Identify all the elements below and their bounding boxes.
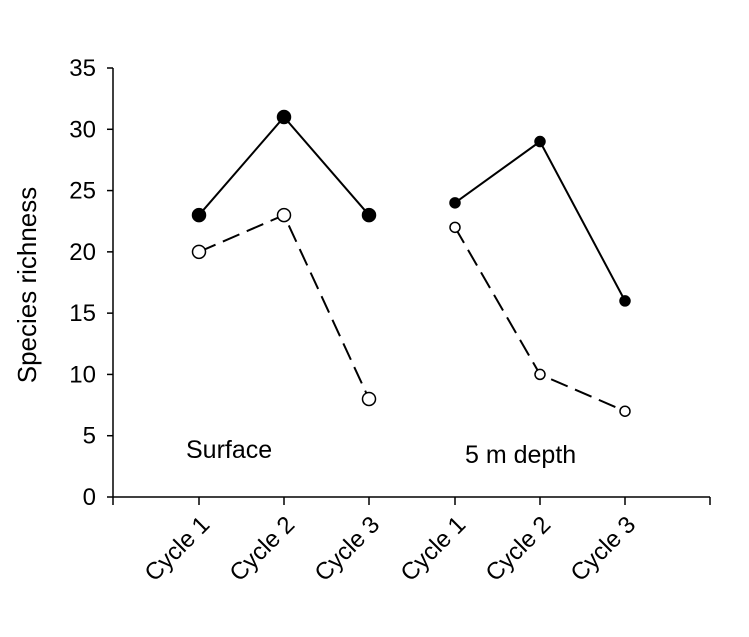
x-tick-label: Cycle 1	[396, 511, 472, 587]
x-tick-label: Cycle 3	[566, 511, 642, 587]
y-axis-label: Species richness	[12, 187, 42, 384]
filled-data-point	[361, 207, 377, 223]
solid-series-line	[198, 115, 370, 216]
y-ticks: 0 5 10 15 20 25 30 35	[69, 55, 113, 511]
y-tick-label: 5	[83, 423, 96, 450]
y-tick-label: 0	[83, 484, 96, 511]
y-tick-label: 20	[69, 239, 96, 266]
filled-data-point	[276, 109, 292, 125]
filled-data-point	[619, 295, 631, 307]
filled-data-point	[449, 197, 461, 209]
group-label-5m-depth: 5 m depth	[465, 441, 576, 469]
open-data-point	[191, 244, 207, 260]
open-data-point	[619, 405, 631, 417]
axes	[112, 68, 710, 498]
x-ticks: Cycle 1 Cycle 2 Cycle 3 Cycle 1 Cycle 2 Cycle…	[112, 497, 711, 587]
x-tick-label: Cycle 2	[481, 511, 557, 587]
x-tick-label: Cycle 2	[225, 511, 301, 587]
y-tick-label: 25	[69, 178, 96, 205]
group-label-surface: Surface	[186, 436, 272, 464]
open-data-point	[361, 391, 377, 407]
x-tick-label: Cycle 3	[310, 511, 386, 587]
solid-series-line	[454, 140, 626, 302]
y-tick-label: 10	[69, 361, 96, 388]
open-data-point	[449, 221, 461, 234]
open-data-point	[534, 368, 546, 381]
y-tick-label: 35	[69, 55, 96, 82]
open-data-point	[276, 207, 292, 223]
filled-data-point	[191, 207, 207, 223]
series-layer	[191, 109, 631, 417]
y-tick-label: 15	[69, 300, 96, 327]
y-tick-label: 30	[69, 116, 96, 143]
dashed-series-line	[198, 213, 370, 400]
filled-data-point	[534, 135, 546, 148]
x-tick-label: Cycle 1	[140, 511, 216, 587]
